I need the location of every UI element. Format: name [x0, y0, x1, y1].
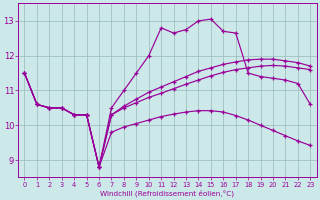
X-axis label: Windchill (Refroidissement éolien,°C): Windchill (Refroidissement éolien,°C)	[100, 189, 234, 197]
